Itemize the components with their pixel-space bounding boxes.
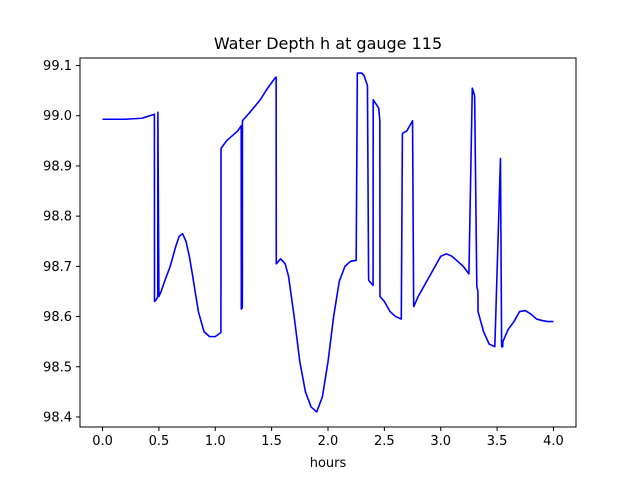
x-tick-label: 4.0	[543, 434, 564, 449]
x-tick-label: 0.5	[149, 434, 170, 449]
x-tick-label: 3.0	[430, 434, 451, 449]
y-tick-label: 98.8	[43, 210, 72, 225]
x-axis-label: hours	[310, 456, 347, 471]
x-axis: 0.0 0.5 1.0 1.5 2.0 2.5 3.0 3.5 4.0	[92, 427, 564, 449]
plot-area	[102, 72, 554, 413]
y-tick-label: 98.9	[43, 159, 72, 174]
y-tick-label: 99.1	[43, 59, 72, 74]
x-tick-label: 0.0	[92, 434, 113, 449]
x-tick-label: 1.5	[261, 434, 282, 449]
x-tick-label: 2.5	[374, 434, 395, 449]
y-tick-label: 98.6	[43, 310, 72, 325]
x-tick-label: 1.0	[205, 434, 226, 449]
y-tick-label: 99.0	[43, 109, 72, 124]
series-line-0	[102, 72, 554, 413]
x-tick-label: 2.0	[318, 434, 339, 449]
x-tick-label: 3.5	[487, 434, 508, 449]
y-tick-label: 98.4	[43, 410, 72, 425]
y-axis: 98.4 98.5 98.6 98.7 98.8 98.9 99.0 99.1	[43, 59, 80, 425]
chart-title: Water Depth h at gauge 115	[214, 34, 442, 53]
y-tick-label: 98.7	[43, 260, 72, 275]
y-tick-label: 98.5	[43, 360, 72, 375]
